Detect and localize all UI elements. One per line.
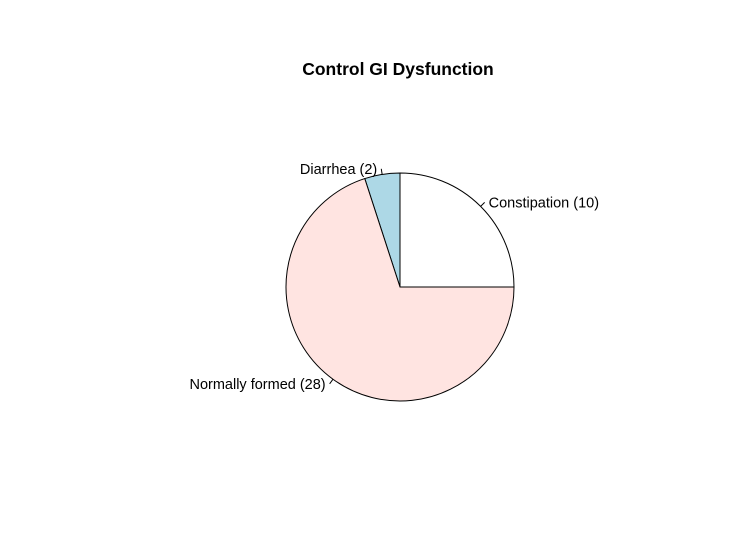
pie-slices [285, 172, 515, 402]
pie-slice-normally-formed [285, 177, 515, 402]
pie-label-normally-formed: Normally formed (28) [189, 377, 325, 393]
pie-labels: Constipation (10) Diarrhea (2) Normally fo… [189, 162, 599, 393]
pie-label-constipation: Constipation (10) [489, 195, 599, 211]
pie-label-tick-diarrhea [380, 168, 383, 175]
pie-label-tick-normally-formed [329, 378, 334, 385]
pie-slice-constipation [399, 172, 515, 288]
pie-label-tick-constipation [480, 202, 485, 207]
pie-label-diarrhea: Diarrhea (2) [300, 162, 377, 178]
chart-title: Control GI Dysfunction [302, 59, 494, 79]
